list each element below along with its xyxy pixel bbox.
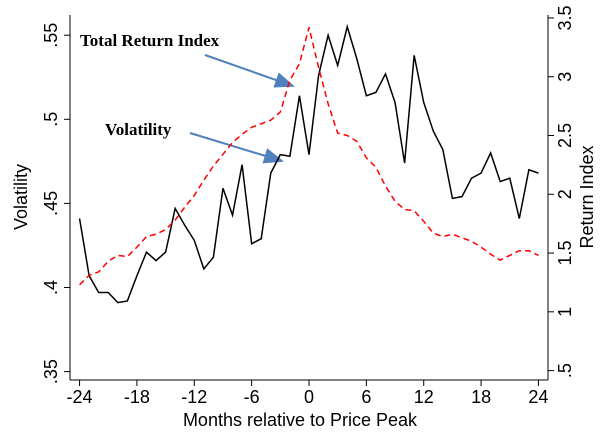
y-tick-label: .55 <box>41 23 61 48</box>
y2-tick-label: 3 <box>555 72 575 82</box>
y2-tick-label: 3.5 <box>555 5 575 30</box>
y-tick-label: .35 <box>41 359 61 384</box>
y-tick-label: .4 <box>41 280 61 295</box>
arrow <box>189 132 284 164</box>
x-tick-label: -12 <box>181 387 207 407</box>
annotation: Total Return Index <box>80 31 220 50</box>
arrow <box>204 54 295 88</box>
y2-tick-label: .5 <box>555 363 575 378</box>
x-tick-label: 0 <box>304 387 314 407</box>
y-axis-label: Volatility <box>11 164 31 230</box>
x-tick-label: 12 <box>414 387 434 407</box>
x-tick-label: -18 <box>124 387 150 407</box>
y-tick-label: .5 <box>41 112 61 127</box>
x-tick-label: -6 <box>244 387 260 407</box>
x-tick-label: -24 <box>67 387 93 407</box>
y2-tick-label: 1 <box>555 307 575 317</box>
x-tick-label: 6 <box>361 387 371 407</box>
x-tick-label: 24 <box>528 387 548 407</box>
x-tick-label: 18 <box>471 387 491 407</box>
data-line <box>78 23 539 304</box>
y2-tick-label: 1.5 <box>555 241 575 266</box>
annotation: Volatility <box>105 120 172 139</box>
y2-tick-label: 2.5 <box>555 123 575 148</box>
x-axis-label: Months relative to Price Peak <box>183 410 418 430</box>
data-line <box>79 27 539 286</box>
y2-tick-label: 2 <box>555 189 575 199</box>
y2-axis-label: Return Index <box>577 145 597 248</box>
y-tick-label: .45 <box>41 191 61 216</box>
